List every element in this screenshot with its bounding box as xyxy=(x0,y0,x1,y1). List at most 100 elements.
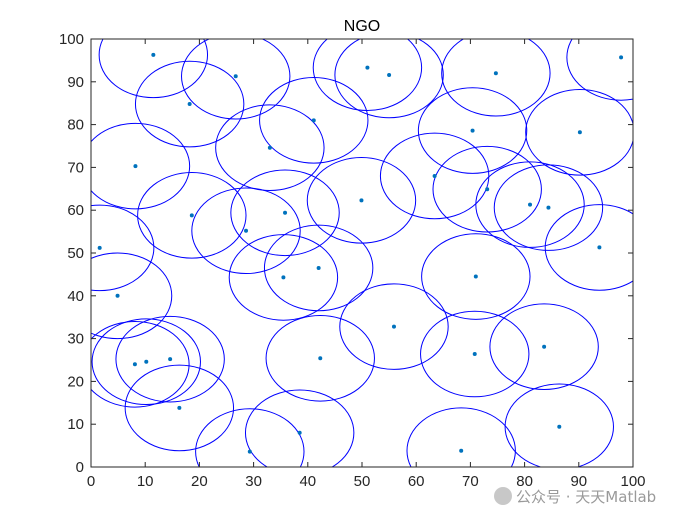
y-tick-label: 50 xyxy=(67,245,84,262)
coverage-circle-17 xyxy=(379,132,490,220)
coverage-circle-13 xyxy=(137,172,247,259)
sensor-point-24 xyxy=(281,275,286,280)
coverage-circle-23 xyxy=(263,224,374,312)
y-tick-label: 10 xyxy=(67,416,84,433)
coverage-circle-24 xyxy=(228,234,339,321)
sensor-point-36 xyxy=(247,449,252,454)
sensor-point-6 xyxy=(311,118,316,123)
sensor-point-19 xyxy=(528,202,533,207)
sensor-point-21 xyxy=(597,245,602,250)
sensor-point-26 xyxy=(115,293,120,298)
sensor-point-31 xyxy=(132,362,137,367)
sensor-point-3 xyxy=(187,102,192,107)
coverage-circle-36 xyxy=(195,408,305,467)
y-tick-label: 0 xyxy=(76,459,84,476)
coverage-circle-1 xyxy=(98,39,209,99)
coverage-circle-35 xyxy=(244,389,355,467)
coverage-circle-19 xyxy=(475,161,585,248)
sensor-points xyxy=(97,52,624,454)
coverage-circle-14 xyxy=(191,187,301,275)
coverage-circle-37 xyxy=(406,407,516,467)
y-tick-label: 40 xyxy=(67,288,84,305)
sensor-point-14 xyxy=(244,228,249,233)
x-tick-label: 90 xyxy=(570,473,587,490)
sensor-point-12 xyxy=(619,55,624,60)
x-tick-label: 100 xyxy=(620,473,645,490)
coverage-circle-27 xyxy=(339,283,449,370)
sensor-point-9 xyxy=(493,71,498,76)
chart-title: NGO xyxy=(344,18,380,35)
x-tick-label: 80 xyxy=(516,473,533,490)
sensor-point-25 xyxy=(473,274,478,279)
coverage-circle-22 xyxy=(91,204,155,292)
coverage-circle-10 xyxy=(417,87,528,174)
coverage-circle-30 xyxy=(265,314,375,402)
coverage-circle-33 xyxy=(115,315,225,403)
y-tick-label: 30 xyxy=(67,331,84,348)
coverage-circle-8 xyxy=(334,39,444,119)
sensor-point-18 xyxy=(485,187,490,192)
coverage-circle-21 xyxy=(544,204,633,291)
sensor-point-10 xyxy=(470,128,475,133)
sensor-point-16 xyxy=(359,198,364,203)
y-axis-ticks: 0 10 20 30 40 50 60 70 80 90 100 xyxy=(59,31,633,476)
sensor-point-30 xyxy=(318,356,323,361)
sensor-point-4 xyxy=(133,164,138,169)
coverage-circle-26 xyxy=(91,252,173,340)
sensor-point-7 xyxy=(365,65,370,70)
watermark-text: 公众号 · 天天Matlab xyxy=(516,488,657,506)
sensor-point-37 xyxy=(459,448,464,453)
coverage-circle-16 xyxy=(306,157,417,244)
sensor-point-17 xyxy=(432,173,437,178)
x-tick-label: 20 xyxy=(191,473,208,490)
sensor-point-15 xyxy=(283,210,288,215)
x-tick-label: 40 xyxy=(299,473,316,490)
coverage-circle-38 xyxy=(504,383,614,467)
sensor-point-20 xyxy=(546,205,551,210)
sensor-point-38 xyxy=(557,424,562,429)
y-tick-label: 70 xyxy=(67,159,84,176)
x-tick-label: 10 xyxy=(137,473,154,490)
coverage-circle-28 xyxy=(420,310,530,398)
coverage-circle-12 xyxy=(566,39,633,101)
coverage-circle-32 xyxy=(91,318,201,406)
y-tick-label: 90 xyxy=(67,74,84,91)
coverage-circle-31 xyxy=(91,320,190,408)
coverage-circle-11 xyxy=(525,89,633,176)
coverage-circle-7 xyxy=(312,39,423,111)
sensor-point-1 xyxy=(151,52,156,57)
sensor-point-23 xyxy=(316,265,321,270)
y-tick-label: 20 xyxy=(67,373,84,390)
sensor-point-28 xyxy=(472,352,477,357)
sensor-point-32 xyxy=(144,359,149,364)
x-tick-label: 70 xyxy=(462,473,479,490)
coverage-circles xyxy=(91,39,633,467)
sensor-point-5 xyxy=(267,145,272,150)
sensor-point-29 xyxy=(542,344,547,349)
y-tick-label: 100 xyxy=(59,31,84,48)
sensor-point-8 xyxy=(387,72,392,77)
sensor-point-11 xyxy=(577,130,582,135)
x-tick-label: 30 xyxy=(245,473,262,490)
y-tick-label: 80 xyxy=(67,117,84,134)
sensor-point-27 xyxy=(391,324,396,329)
coverage-circle-18 xyxy=(432,145,542,233)
coverage-circle-15 xyxy=(230,169,340,257)
axes-box xyxy=(90,38,634,468)
sensor-point-13 xyxy=(189,213,194,218)
sensor-point-2 xyxy=(233,74,238,79)
sensor-point-34 xyxy=(177,405,182,410)
coverage-circle-3 xyxy=(134,60,245,148)
coverage-circle-6 xyxy=(259,77,369,164)
x-tick-label: 60 xyxy=(408,473,425,490)
coverage-circle-29 xyxy=(489,303,599,391)
x-axis-ticks: 0 10 20 30 40 50 60 70 80 90 100 xyxy=(87,39,646,490)
coverage-circle-5 xyxy=(215,104,325,192)
x-tick-label: 50 xyxy=(354,473,371,490)
coverage-circle-25 xyxy=(421,233,531,320)
watermark: 公众号 · 天天Matlab xyxy=(494,486,656,507)
sensor-point-35 xyxy=(297,430,302,435)
sensor-point-33 xyxy=(168,357,173,362)
coverage-circle-2 xyxy=(181,39,291,120)
